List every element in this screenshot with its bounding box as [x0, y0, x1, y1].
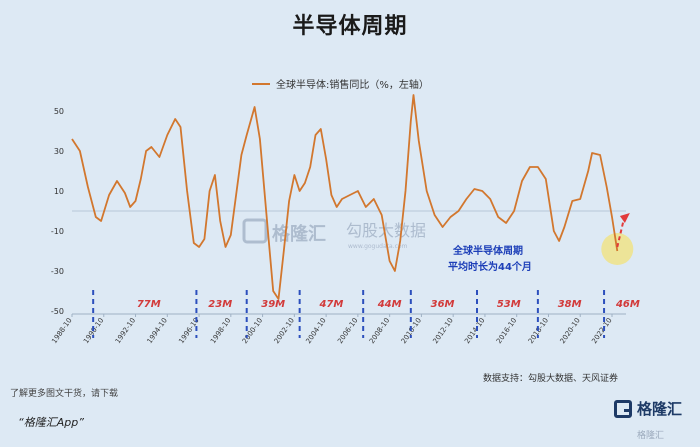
- y-tick-label: -30: [51, 267, 64, 276]
- x-tick-label: 2004-10: [304, 317, 327, 346]
- y-tick-label: -50: [51, 307, 64, 316]
- chart-legend: 全球半导体:销售同比（%，左轴）: [252, 76, 429, 91]
- y-tick-label: 50: [54, 107, 64, 116]
- legend-swatch: [252, 82, 270, 85]
- cycle-label: 47M: [318, 299, 343, 310]
- x-tick-label: 1988-10: [50, 317, 73, 346]
- forecast-arrow-line: [616, 218, 625, 248]
- data-source: 数据支持：勾股大数据、天风证券: [482, 374, 618, 384]
- chart-axes: -50-30-101030501988-101990-101992-101994…: [50, 107, 626, 345]
- cycle-dividers: [92, 290, 606, 338]
- cycle-label: 44M: [377, 299, 402, 310]
- x-tick-label: 2012-10: [431, 317, 454, 346]
- corner-logo: 格隆汇: [636, 431, 664, 441]
- forecast-arrow-head: [619, 213, 630, 223]
- y-tick-label: -10: [51, 227, 64, 236]
- cycle-label: 36M: [431, 299, 455, 310]
- legend-label: 全球半导体:销售同比（%，左轴）: [276, 80, 429, 91]
- x-tick-label: 2016-10: [495, 317, 518, 346]
- cycle-labels: 77M 23M 39M 47M 44M 36M 53M 38M 46M: [137, 299, 640, 310]
- plot-area: [71, 94, 634, 300]
- watermark-logo-text: 格隆汇: [272, 223, 326, 245]
- watermark-url: www.gogudata.com: [348, 243, 408, 250]
- download-note: 了解更多图文干货，请下载: [10, 389, 119, 399]
- series-line: [71, 94, 619, 300]
- x-tick-label: 1994-10: [146, 317, 169, 346]
- cycle-label: 38M: [558, 299, 582, 310]
- y-tick-label: 10: [54, 187, 64, 196]
- page-title: 半导体周期: [292, 14, 408, 39]
- x-tick-label: 2006-10: [336, 317, 359, 346]
- annotation-line-1: 全球半导体周期: [452, 244, 523, 257]
- cycle-label: 39M: [261, 299, 285, 310]
- cycle-label: 53M: [497, 299, 521, 310]
- x-tick-label: 2020-10: [559, 317, 582, 346]
- brand-mark-icon: [613, 399, 632, 418]
- x-tick-label: 2022-10: [590, 317, 613, 346]
- x-tick-label: 2008-10: [368, 317, 391, 346]
- y-tick-label: 30: [54, 147, 64, 156]
- app-link[interactable]: “格隆汇App”: [18, 416, 84, 429]
- x-tick-label: 2002-10: [273, 317, 296, 346]
- cycle-annotation: 全球半导体周期 平均时长为44个月: [448, 244, 532, 273]
- brand-name: 格隆汇: [636, 400, 682, 418]
- brand-logo: 格隆汇: [613, 398, 682, 419]
- watermark-logo-icon: [242, 218, 268, 244]
- x-tick-label: 1998-10: [209, 317, 232, 346]
- annotation-line-2: 平均时长为44个月: [448, 260, 532, 273]
- x-tick-label: 2000-10: [241, 317, 264, 346]
- cycle-label: 77M: [137, 299, 161, 310]
- x-tick-label: 2014-10: [463, 317, 486, 346]
- watermark-text: 勾股大数据: [346, 221, 426, 240]
- cycle-label: 46M: [615, 299, 640, 310]
- x-tick-label: 1992-10: [114, 317, 137, 346]
- cycle-label: 23M: [208, 299, 232, 310]
